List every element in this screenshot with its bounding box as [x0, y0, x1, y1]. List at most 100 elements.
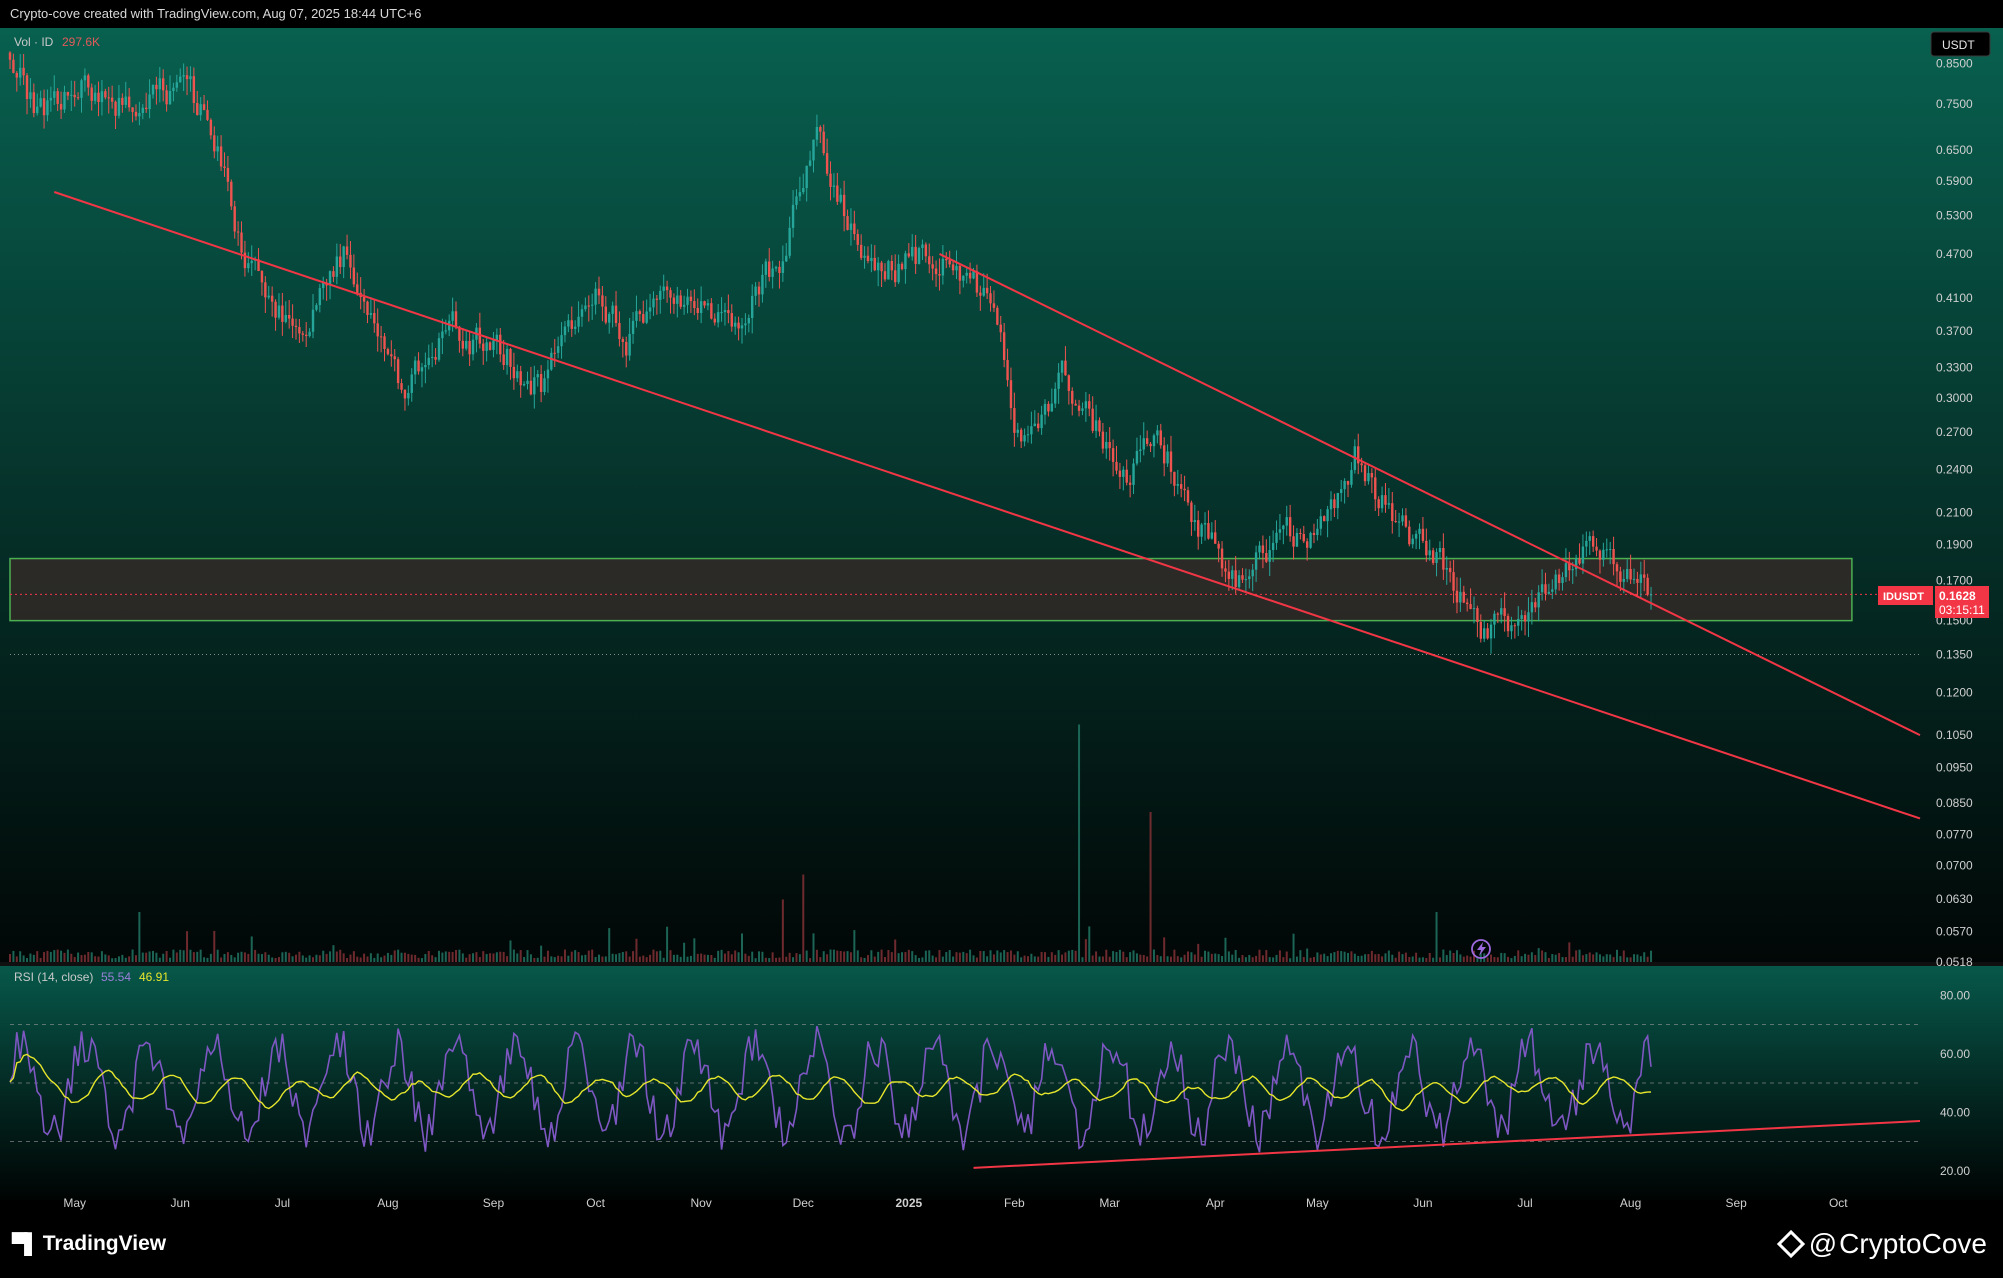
tradingview-logo[interactable]: ▀▌ TradingView: [12, 1232, 166, 1256]
candle: [1271, 530, 1275, 563]
trendlines[interactable]: [53, 191, 1921, 820]
rsi-legend-label[interactable]: RSI (14, close): [14, 970, 93, 984]
volume-bar: [482, 951, 485, 962]
candle: [1629, 554, 1632, 584]
candle: [366, 300, 369, 324]
volume-bar: [499, 951, 502, 962]
volume-bar: [1615, 949, 1618, 962]
candle-body: [1292, 536, 1295, 547]
volume-bar: [332, 945, 335, 962]
volume-legend-label[interactable]: Vol · ID: [14, 35, 54, 49]
candle-body: [522, 383, 526, 386]
candle: [880, 260, 883, 288]
candle: [1506, 613, 1510, 638]
candle: [672, 293, 676, 314]
candle: [1435, 548, 1438, 577]
candle: [53, 75, 56, 106]
candle-body: [1557, 574, 1561, 583]
time-axis-background[interactable]: [0, 1200, 2003, 1218]
currency-badge[interactable]: USDT: [1942, 38, 1975, 52]
candle-body: [1363, 465, 1367, 482]
candle: [1305, 538, 1309, 561]
candle-body: [1214, 532, 1217, 544]
candle-body: [39, 98, 42, 107]
candle: [577, 301, 580, 333]
time-axis[interactable]: May Jun Jul Aug Sep Oct Nov Dec 2025 Feb Mar Apr May…: [63, 1196, 1848, 1210]
volume-bar: [710, 955, 713, 962]
volume-bar: [1023, 955, 1026, 962]
volume-bar: [1238, 957, 1241, 962]
candle: [842, 180, 846, 232]
volume-bar: [788, 952, 791, 962]
candle-body: [390, 354, 393, 357]
volume-bar: [117, 956, 120, 962]
currency-badge-box[interactable]: [1930, 31, 1991, 57]
volume-bar: [1217, 954, 1220, 962]
candle-body: [1421, 528, 1425, 541]
volume-bar: [877, 951, 880, 962]
candle: [1084, 391, 1088, 422]
candle-body: [1496, 613, 1500, 615]
candle-body: [1122, 469, 1125, 477]
candle: [1149, 442, 1152, 453]
candle: [46, 89, 49, 122]
candlestick-series[interactable]: [8, 51, 1653, 654]
candle: [1060, 360, 1064, 383]
volume-bar: [43, 952, 46, 962]
candle: [1047, 401, 1050, 417]
candle-body: [430, 356, 434, 358]
candle-body: [505, 348, 509, 366]
candle: [1462, 585, 1465, 604]
candle: [1483, 620, 1486, 643]
candle: [989, 285, 992, 312]
volume-bar: [1336, 950, 1339, 962]
volume-bar: [1292, 933, 1295, 962]
candle: [1265, 539, 1268, 564]
candle: [635, 295, 638, 328]
candle-body: [652, 298, 655, 308]
volume-bar: [1367, 953, 1370, 962]
pane-separator[interactable]: [0, 962, 2003, 966]
volume-bar: [1224, 937, 1227, 962]
candle-body: [168, 91, 172, 105]
volume-bar: [288, 952, 291, 962]
price-axis[interactable]: 0.85000.75000.65000.59000.53000.47000.41…: [1936, 57, 1973, 969]
candle-body: [836, 185, 839, 202]
diamond-logo-icon: [1776, 1229, 1805, 1259]
candle: [907, 243, 911, 259]
volume-bar: [1401, 954, 1404, 962]
candle-body: [662, 286, 665, 291]
lightning-icon[interactable]: [1471, 939, 1491, 959]
candle: [1302, 525, 1305, 544]
volume-bar: [1098, 956, 1101, 962]
candle-body: [1377, 499, 1380, 509]
candle-body: [318, 288, 322, 306]
volume-bar: [363, 953, 366, 962]
candle-body: [488, 342, 492, 350]
time-tick-label: Apr: [1206, 1196, 1225, 1210]
symbol-label: IDUSDT: [1883, 591, 1924, 603]
volume-bar: [781, 899, 784, 962]
volume-bar: [1595, 952, 1598, 962]
candle: [962, 275, 965, 288]
volume-bar: [192, 952, 195, 962]
candle: [121, 93, 124, 113]
candle-body: [322, 282, 325, 289]
volume-bar: [717, 950, 720, 962]
candle-body: [716, 312, 720, 323]
candle: [1179, 474, 1183, 498]
volume-bar: [226, 952, 229, 962]
volume-bar: [938, 950, 941, 962]
candle-body: [543, 378, 546, 392]
candle-body: [894, 270, 897, 283]
candle: [1591, 530, 1595, 553]
candle-body: [975, 271, 979, 293]
volume-bar: [1462, 956, 1465, 962]
candle-body: [1145, 438, 1149, 444]
candle-body: [1551, 589, 1554, 592]
rsi-series[interactable]: [9, 1024, 1921, 1169]
candle-body: [349, 254, 352, 268]
candle-body: [1125, 469, 1128, 483]
